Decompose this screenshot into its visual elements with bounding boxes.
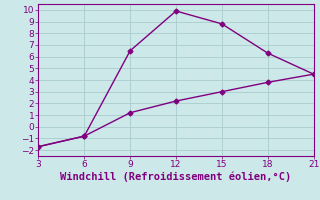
X-axis label: Windchill (Refroidissement éolien,°C): Windchill (Refroidissement éolien,°C) [60,172,292,182]
